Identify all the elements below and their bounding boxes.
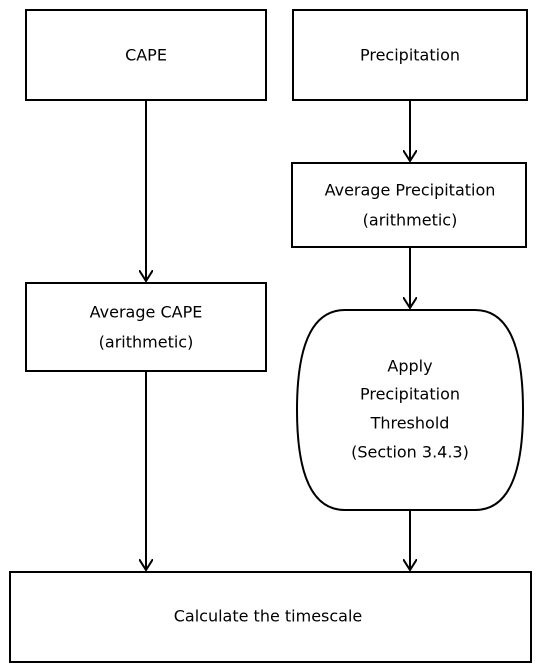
node-label: (arithmetic) [99,333,194,352]
node-box [9,571,532,663]
node-box [292,9,528,101]
node-label: Average CAPE [90,303,203,322]
node-label: Precipitation [360,385,460,404]
node-label: Calculate the timescale [174,607,363,626]
node-box [291,162,527,248]
node-label: Average Precipitation [325,181,496,200]
node-label: (Section 3.4.3) [351,443,469,462]
node-label: Apply [387,357,432,376]
node-box [25,282,267,372]
node-process [295,309,525,511]
node-label: CAPE [125,46,167,65]
node-box [25,9,267,101]
node-label: Threshold [370,414,450,433]
node-label: (arithmetic) [363,211,458,230]
node-label: Precipitation [360,46,460,65]
